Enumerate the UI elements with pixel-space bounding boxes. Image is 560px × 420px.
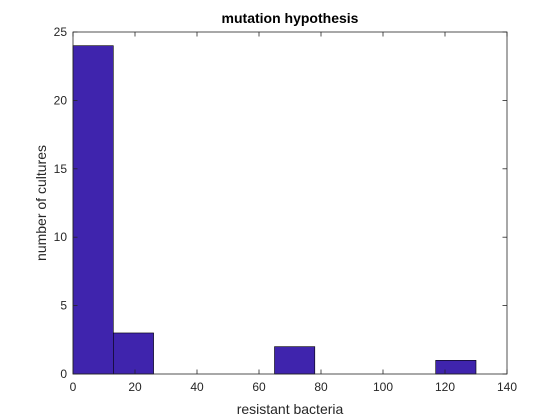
histogram-bar (274, 346, 316, 375)
plot-area (73, 32, 507, 374)
histogram-bar (113, 332, 154, 375)
x-tick-label: 100 (373, 380, 393, 394)
axes-layer (72, 31, 508, 375)
x-tick-label: 80 (314, 380, 328, 394)
x-tick-label: 20 (128, 380, 142, 394)
y-tick-label: 15 (54, 162, 68, 176)
x-tick-label: 140 (497, 380, 517, 394)
histogram-bar (435, 360, 477, 375)
histogram-bar (72, 45, 114, 375)
x-tick-label: 40 (190, 380, 204, 394)
y-tick-label: 0 (60, 367, 67, 381)
y-tick-label: 10 (54, 230, 68, 244)
axes-box (72, 31, 508, 375)
x-axis-label: resistant bacteria (237, 401, 344, 417)
x-tick-label: 120 (435, 380, 455, 394)
ticks-layer: 0 20 40 60 80 100 120 140 0 5 10 15 20 25 (54, 25, 518, 394)
chart-title: mutation hypothesis (222, 10, 359, 26)
x-tick-label: 60 (252, 380, 266, 394)
y-tick-label: 20 (54, 93, 68, 107)
y-tick-label: 5 (60, 299, 67, 313)
bars-layer (72, 45, 477, 375)
x-tick-label: 0 (70, 380, 77, 394)
y-tick-label: 25 (54, 25, 68, 39)
y-axis-label: number of cultures (33, 145, 49, 261)
